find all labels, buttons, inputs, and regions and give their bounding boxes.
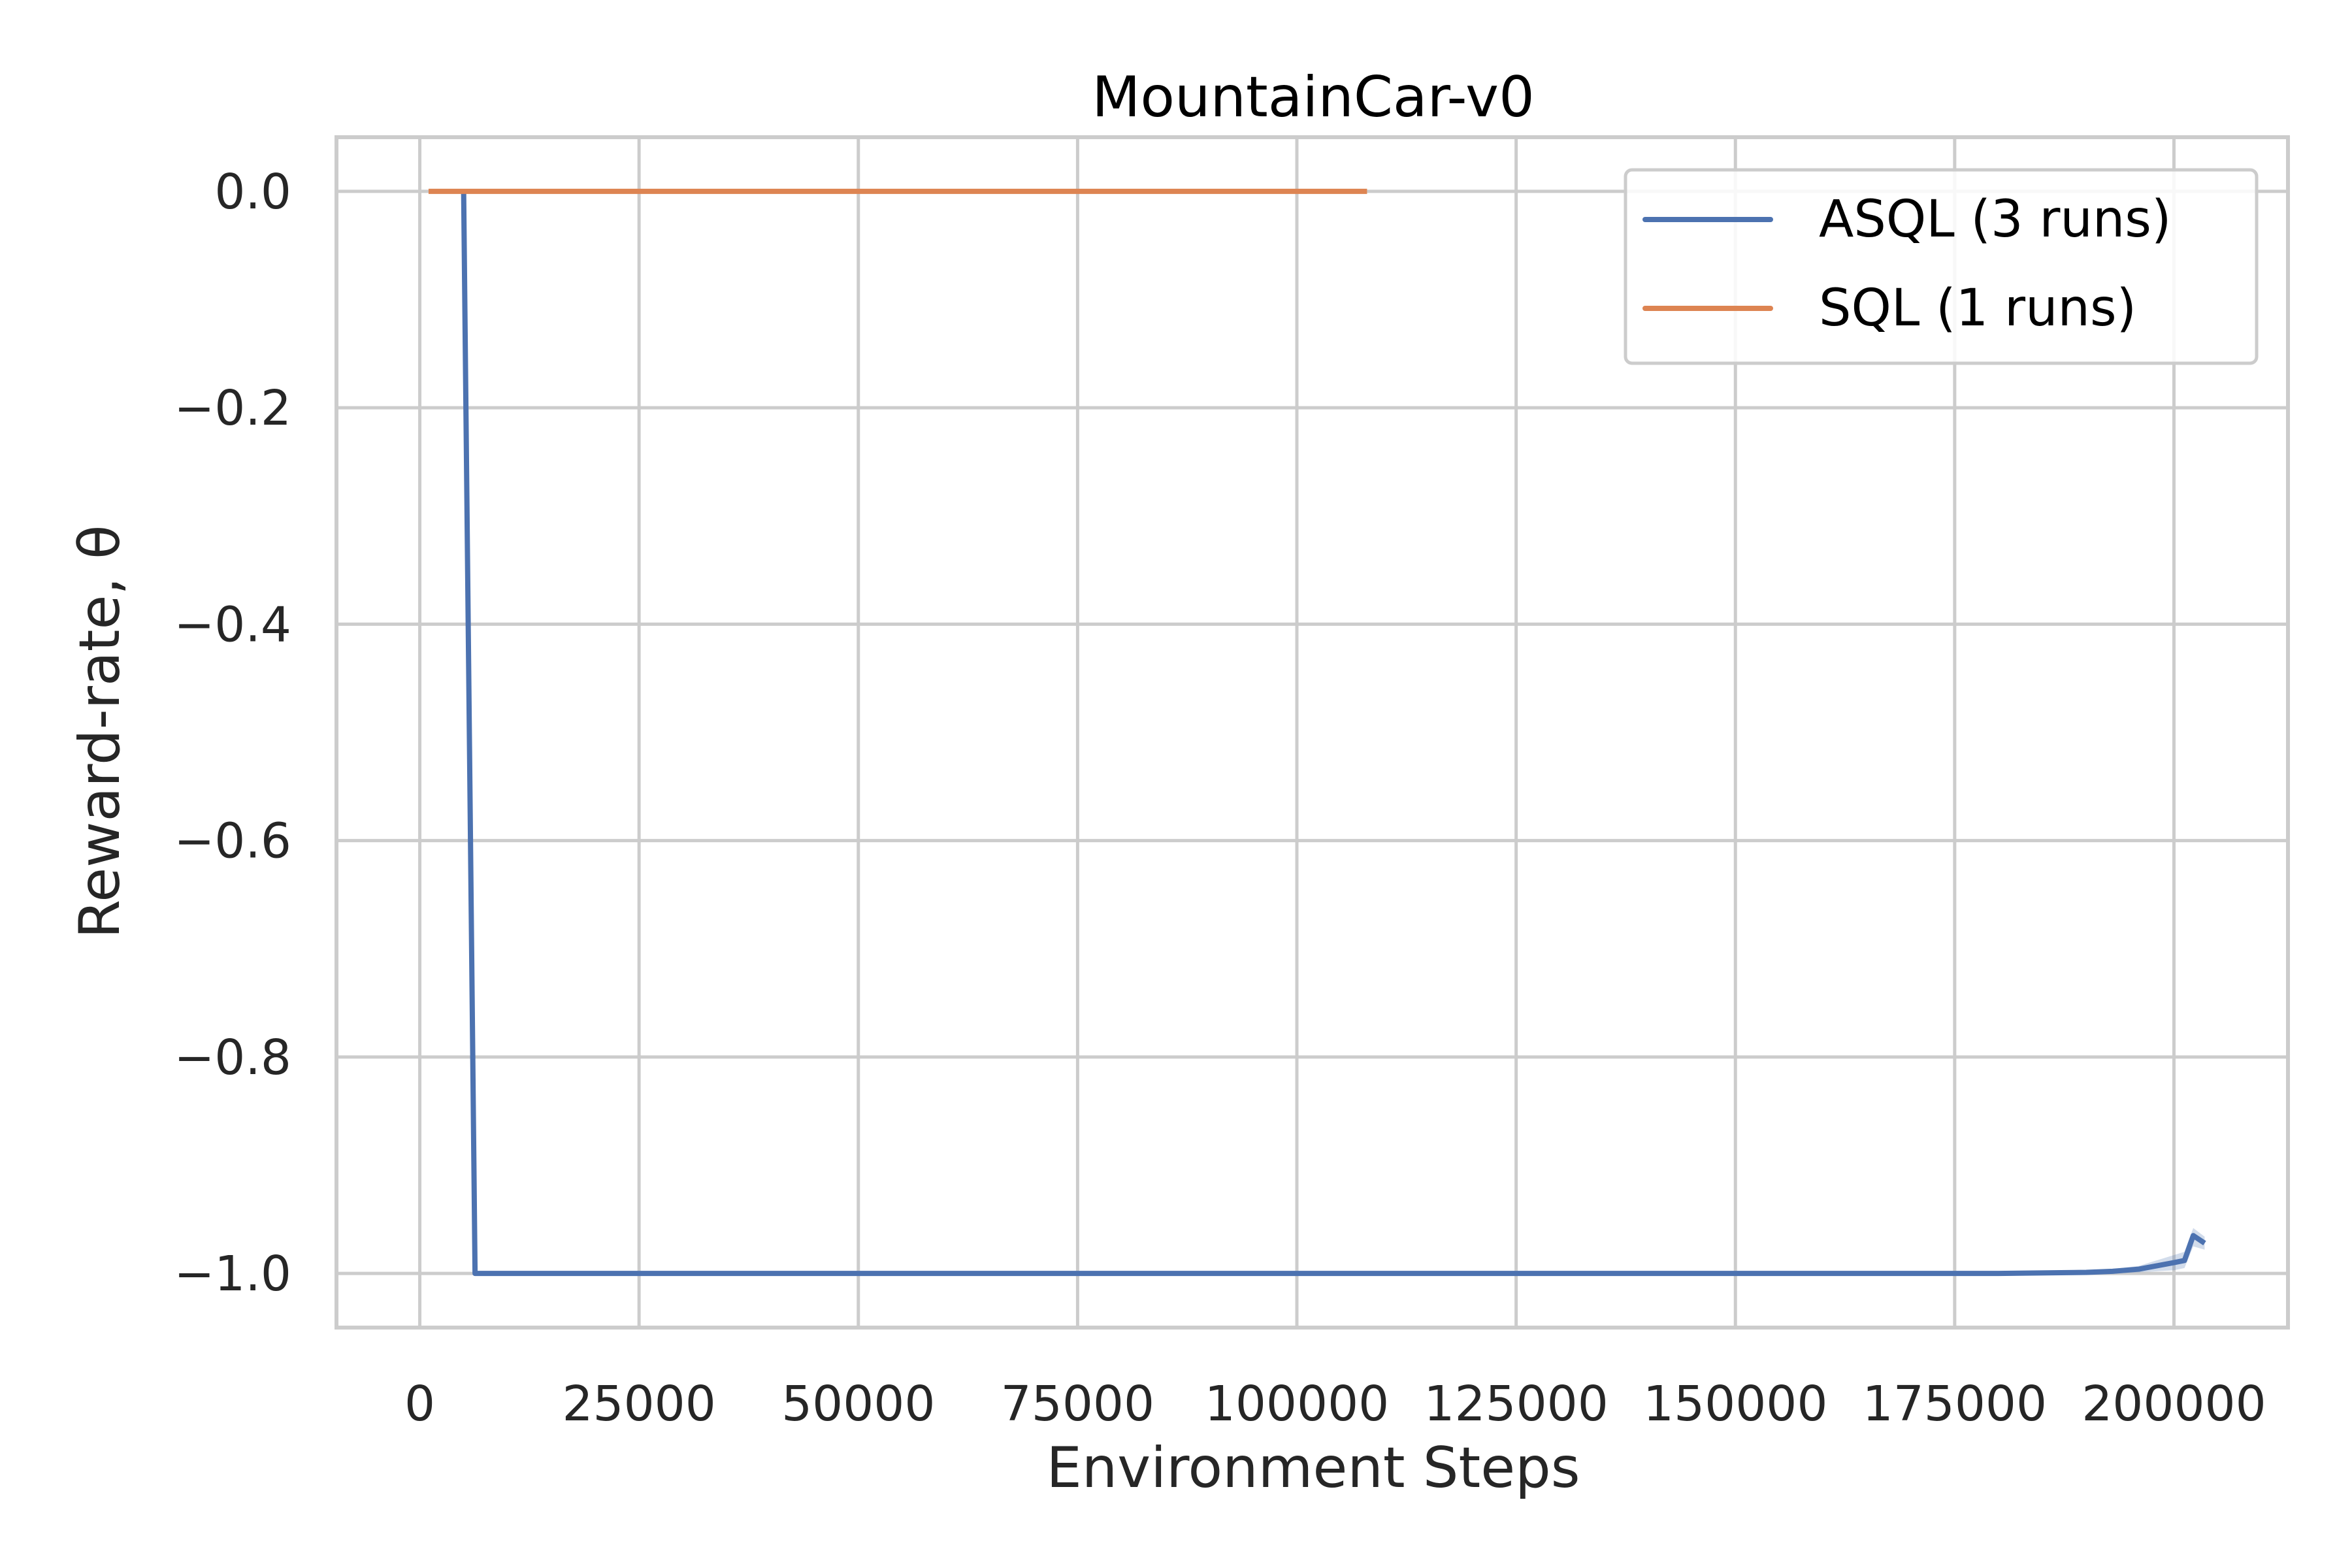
- legend: ASQL (3 runs) SQL (1 runs): [1624, 168, 2259, 365]
- x-tick-label: 25000: [562, 1376, 715, 1432]
- plot-frame: [335, 135, 2290, 1330]
- series-lines: [428, 188, 2206, 1277]
- y-tick-label: −0.6: [174, 813, 291, 870]
- x-tick-label: 75000: [1001, 1376, 1154, 1432]
- x-axis-label: Environment Steps: [1046, 1435, 1580, 1501]
- y-tick-label: −1.0: [174, 1246, 291, 1302]
- legend-box: [1624, 168, 2259, 365]
- y-tick-label: −0.4: [174, 596, 291, 653]
- x-tick-label: 50000: [781, 1376, 935, 1432]
- y-tick-label: −0.2: [174, 380, 291, 436]
- x-tick-label: 100000: [1205, 1376, 1390, 1432]
- legend-label-asql: ASQL (3 runs): [1819, 190, 2171, 249]
- chart-title: MountainCar-v0: [1092, 65, 1535, 130]
- x-tick-label: 125000: [1424, 1376, 1609, 1432]
- y-tick-label: −0.8: [174, 1030, 291, 1086]
- y-tick-labels: 0.0 −0.2 −0.4 −0.6 −0.8 −1.0: [174, 164, 291, 1302]
- x-tick-labels: 0 25000 50000 75000 100000 125000 150000 175000…: [404, 1376, 2266, 1432]
- legend-label-sql: SQL (1 runs): [1819, 279, 2136, 338]
- x-tick-label: 150000: [1643, 1376, 1828, 1432]
- x-tick-label: 0: [404, 1376, 435, 1432]
- x-tick-label: 175000: [1863, 1376, 2048, 1432]
- series-line-0: [461, 191, 2206, 1277]
- x-tick-label: 200000: [2082, 1376, 2266, 1432]
- y-tick-label: 0.0: [214, 164, 291, 220]
- y-axis-label: Reward-rate, θ: [67, 525, 133, 938]
